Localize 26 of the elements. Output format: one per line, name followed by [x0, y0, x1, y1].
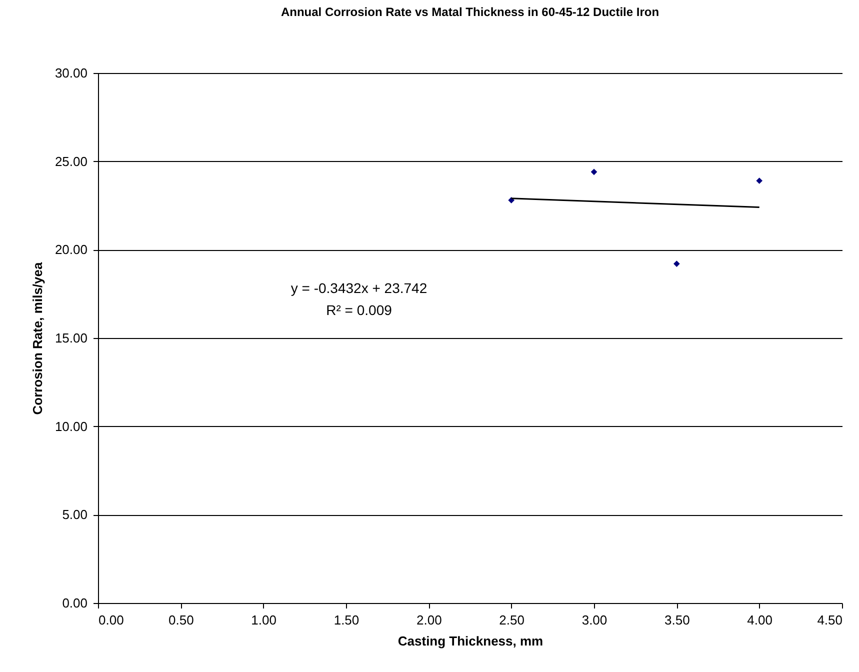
x-tick-label: 3.50: [664, 612, 690, 628]
point: [674, 260, 680, 267]
x-tick-label: 4.00: [747, 612, 772, 628]
annotation: R² = 0.009: [326, 302, 392, 318]
point: [508, 197, 514, 204]
y-tick-label: 10.00: [54, 418, 88, 434]
y-tick-label: 15.00: [54, 330, 88, 346]
annotation: y = -0.3432x + 23.742: [290, 280, 428, 296]
y-tick-label: 0.00: [62, 596, 88, 610]
x-tick-label: 2.00: [416, 612, 442, 628]
point: [590, 168, 598, 176]
x-tick-label: 2.50: [499, 612, 524, 628]
x-tick-label: 0.50: [168, 612, 194, 628]
y-tick-label: 5.00: [62, 507, 88, 522]
x-tick-label: 0.00: [98, 612, 124, 628]
x-axis-title: Casting Thickness, mm: [398, 634, 544, 648]
chart-title: Annual Corrosion Rate vs Matal Thickness in 60-45-12 Ductile Iron: [280, 5, 660, 19]
y-tick-label: 20.00: [54, 242, 88, 258]
y-axis-title: Corrosion Rate, mils/yea: [30, 262, 45, 415]
x-tick-label: 3.00: [582, 612, 608, 628]
point: [756, 178, 762, 184]
x-tick-label: 1.00: [251, 612, 276, 628]
y-tick-label: 25.00: [54, 154, 88, 169]
x-tick-label: 4.50: [817, 612, 842, 628]
y-tick-label: 30.00: [54, 66, 88, 80]
x-tick-label: 1.50: [334, 612, 360, 628]
